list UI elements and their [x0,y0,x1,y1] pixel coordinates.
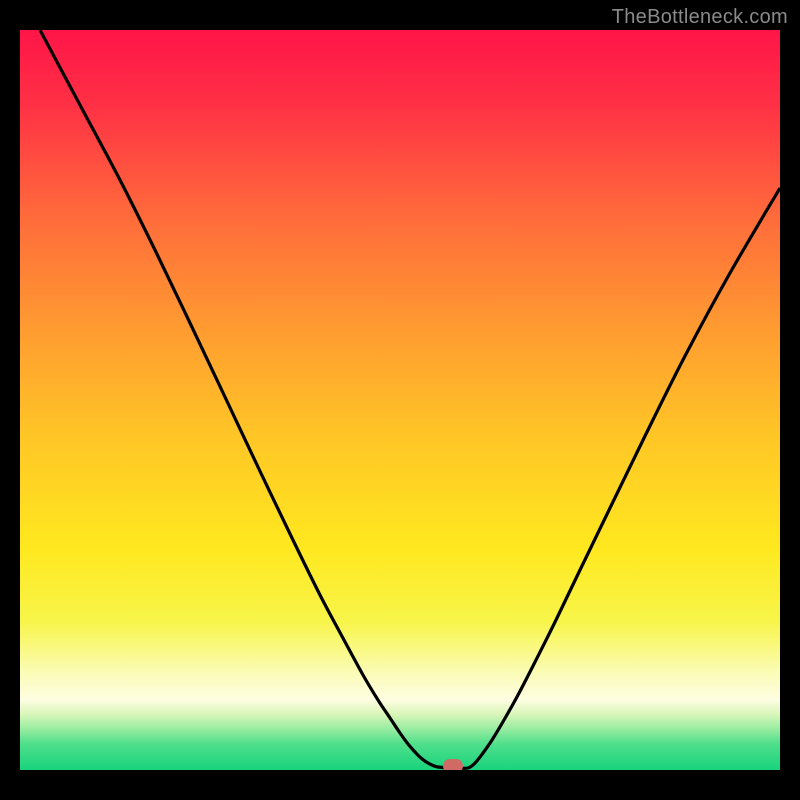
watermark-text: TheBottleneck.com [612,6,788,29]
chart-plot-area [20,30,780,770]
chart-minimum-marker [443,759,463,770]
chart-curve [20,30,780,770]
